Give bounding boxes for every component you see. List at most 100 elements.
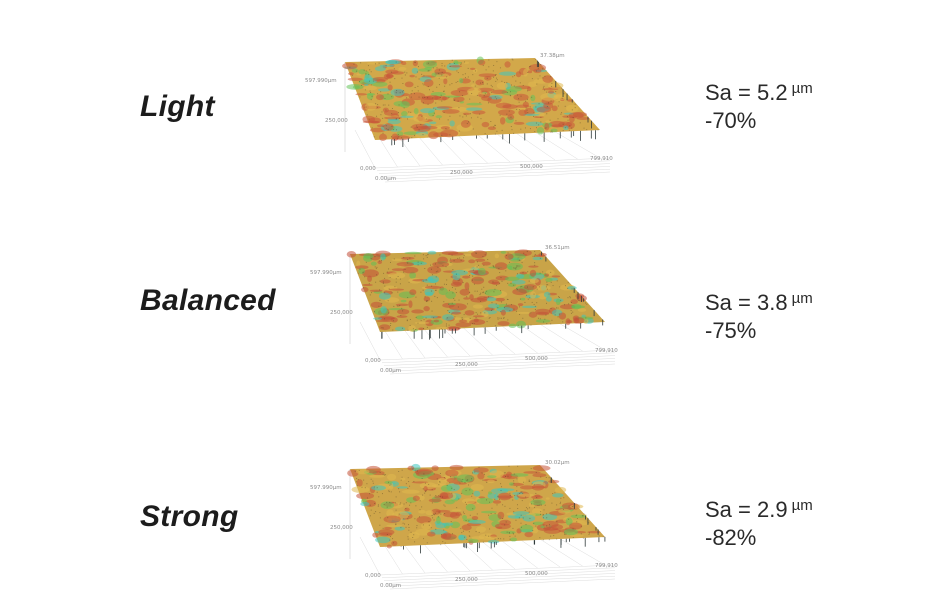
texture-speck	[364, 276, 366, 278]
texture-speck	[461, 317, 463, 319]
texture-blob	[551, 124, 563, 128]
texture-blob	[543, 527, 552, 530]
texture-blob	[494, 492, 499, 501]
texture-speck	[387, 129, 389, 131]
texture-speck	[451, 302, 453, 304]
texture-speck	[453, 260, 455, 262]
texture-blob	[447, 252, 464, 256]
texture-speck	[509, 494, 511, 496]
texture-speck	[439, 481, 441, 483]
texture-blob	[485, 536, 497, 539]
texture-speck	[412, 537, 414, 539]
texture-speck	[386, 533, 388, 535]
texture-speck	[458, 498, 460, 500]
texture-blob	[447, 302, 457, 306]
texture-blob	[400, 299, 407, 303]
texture-speck	[432, 97, 434, 99]
texture-speck	[561, 97, 563, 99]
texture-speck	[389, 277, 391, 279]
texture-speck	[535, 70, 537, 72]
texture-speck	[355, 70, 357, 72]
texture-speck	[425, 491, 427, 493]
texture-speck	[528, 479, 530, 481]
texture-speck	[583, 513, 585, 515]
texture-speck	[401, 469, 403, 471]
texture-speck	[369, 504, 371, 506]
texture-speck	[509, 310, 511, 312]
texture-blob	[455, 322, 472, 328]
texture-speck	[396, 90, 398, 92]
texture-speck	[423, 319, 425, 321]
texture-speck	[509, 535, 511, 537]
texture-blob	[542, 520, 559, 528]
texture-speck	[515, 267, 517, 269]
texture-speck	[426, 300, 428, 302]
texture-speck	[406, 97, 408, 99]
texture-speck	[483, 286, 485, 288]
texture-blob	[396, 261, 414, 267]
texture-speck	[428, 521, 430, 523]
texture-speck	[482, 65, 484, 67]
texture-speck	[406, 319, 408, 321]
texture-speck	[521, 491, 523, 493]
texture-speck	[506, 531, 508, 533]
texture-speck	[540, 513, 542, 515]
texture-blob	[453, 482, 468, 485]
texture-speck	[559, 286, 561, 288]
texture-blob	[458, 534, 464, 541]
texture-blob	[380, 306, 387, 314]
texture-speck	[494, 288, 496, 290]
texture-speck	[376, 274, 378, 276]
texture-speck	[388, 491, 390, 493]
texture-speck	[550, 131, 552, 133]
texture-speck	[443, 301, 445, 303]
surface-texture	[342, 56, 599, 141]
texture-blob	[378, 292, 391, 300]
texture-speck	[389, 261, 391, 263]
texture-speck	[403, 503, 405, 505]
grid-line	[354, 129, 376, 169]
texture-blob	[443, 95, 461, 98]
grid-line	[383, 570, 616, 581]
texture-speck	[488, 317, 490, 319]
x-axis-label: 799,910	[595, 348, 618, 354]
texture-blob	[484, 289, 502, 297]
texture-blob	[424, 285, 442, 290]
texture-blob	[504, 253, 514, 260]
texture-blob	[351, 68, 359, 73]
texture-speck	[382, 126, 384, 128]
texture-speck	[496, 98, 498, 100]
texture-speck	[414, 87, 416, 89]
texture-speck	[553, 535, 555, 537]
texture-speck	[384, 318, 386, 320]
texture-speck	[366, 114, 368, 116]
texture-speck	[533, 115, 535, 117]
texture-speck	[507, 319, 509, 321]
texture-speck	[525, 507, 527, 509]
texture-speck	[416, 525, 418, 527]
texture-speck	[438, 511, 440, 513]
texture-speck	[438, 84, 440, 86]
texture-speck	[467, 479, 469, 481]
texture-speck	[438, 73, 440, 75]
texture-blob	[391, 133, 399, 141]
texture-speck	[494, 538, 496, 540]
texture-speck	[359, 268, 361, 270]
texture-speck	[464, 536, 466, 538]
texture-speck	[542, 87, 544, 89]
texture-speck	[405, 502, 407, 504]
texture-speck	[495, 303, 497, 305]
texture-speck	[356, 481, 358, 483]
texture-speck	[371, 95, 373, 97]
texture-blob	[495, 297, 505, 302]
surface-base	[345, 58, 600, 140]
texture-speck	[556, 504, 558, 506]
texture-speck	[507, 475, 509, 477]
texture-speck	[494, 124, 496, 126]
texture-speck	[420, 262, 422, 264]
texture-blob	[388, 288, 405, 291]
texture-speck	[385, 64, 387, 66]
texture-speck	[400, 479, 402, 481]
texture-speck	[448, 96, 450, 98]
texture-speck	[418, 129, 420, 131]
